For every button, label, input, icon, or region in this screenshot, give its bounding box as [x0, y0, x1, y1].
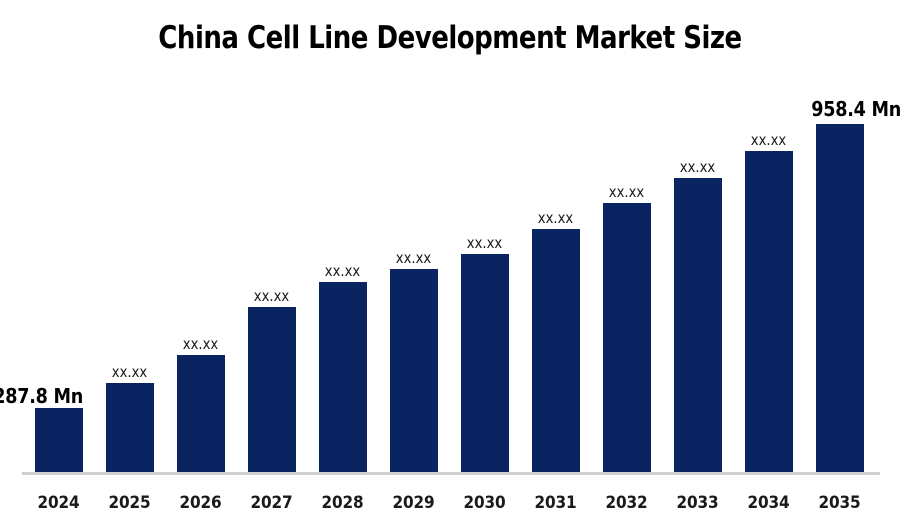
bar[interactable]	[816, 124, 864, 473]
x-tick-label: 2026	[179, 493, 222, 513]
bar-group: xx.xx 2025	[94, 0, 165, 525]
bar-value-label: xx.xx	[679, 158, 716, 176]
x-tick-label: 2030	[463, 493, 506, 513]
bar-value-label: 958.4 Mn	[811, 97, 900, 121]
bar-group: xx.xx 2028	[307, 0, 378, 525]
bar[interactable]	[106, 383, 154, 473]
bar[interactable]	[674, 178, 722, 473]
bar-value-label: xx.xx	[466, 234, 503, 252]
bar-value-label: xx.xx	[324, 262, 361, 280]
bar[interactable]	[603, 203, 651, 473]
x-axis-line	[22, 472, 880, 475]
bar[interactable]	[745, 151, 793, 473]
bar-group: xx.xx 2029	[378, 0, 449, 525]
bar[interactable]	[532, 229, 580, 473]
bar-value-label: xx.xx	[395, 249, 432, 267]
bar-group: 958.4 Mn 2035	[804, 0, 900, 525]
x-tick-label: 2033	[676, 493, 719, 513]
chart-title: China Cell Line Development Market Size	[158, 20, 742, 56]
x-tick-label: 2029	[392, 493, 435, 513]
bar[interactable]	[35, 408, 83, 473]
bar-group: xx.xx 2032	[591, 0, 662, 525]
bar-group: xx.xx 2030	[449, 0, 520, 525]
bar-group: 287.8 Mn 2024	[0, 0, 94, 525]
bar[interactable]	[319, 282, 367, 473]
bar-group: xx.xx 2034	[733, 0, 804, 525]
bar-value-label: xx.xx	[182, 335, 219, 353]
bar-value-label: 287.8 Mn	[0, 384, 83, 408]
bar-value-label: xx.xx	[111, 363, 148, 381]
bar-value-label: xx.xx	[608, 183, 645, 201]
bar-value-label: xx.xx	[750, 131, 787, 149]
x-tick-label: 2025	[108, 493, 151, 513]
bar-group: xx.xx 2027	[236, 0, 307, 525]
bar-group: xx.xx 2033	[662, 0, 733, 525]
x-tick-label: 2024	[37, 493, 80, 513]
x-tick-label: 2028	[321, 493, 364, 513]
x-tick-label: 2031	[534, 493, 577, 513]
bar[interactable]	[248, 307, 296, 473]
bar-value-label: xx.xx	[537, 209, 574, 227]
bar-value-label: xx.xx	[253, 287, 290, 305]
x-tick-label: 2034	[747, 493, 790, 513]
bar-group: xx.xx 2026	[165, 0, 236, 525]
bar[interactable]	[461, 254, 509, 473]
bar-group: xx.xx 2031	[520, 0, 591, 525]
x-tick-label: 2027	[250, 493, 293, 513]
x-tick-label: 2032	[605, 493, 648, 513]
x-tick-label: 2035	[818, 493, 861, 513]
bar[interactable]	[177, 355, 225, 473]
bar[interactable]	[390, 269, 438, 473]
